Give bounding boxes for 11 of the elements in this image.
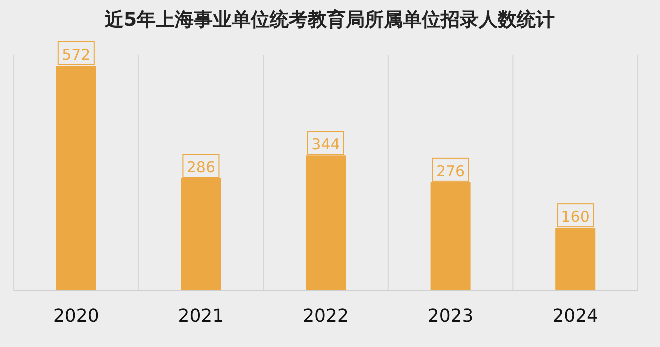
x-tick-label: 2021: [178, 306, 224, 327]
x-tick-label: 2024: [552, 306, 599, 327]
data-label: 344: [312, 136, 340, 154]
data-label: 276: [436, 162, 466, 180]
data-label: 572: [62, 46, 91, 64]
chart-title: 近5年上海事业单位统考教育局所属单位招录人数统计: [104, 9, 556, 31]
data-label: 160: [561, 208, 590, 226]
x-tick-label: 2022: [303, 306, 349, 327]
x-tick-label: 2023: [428, 306, 474, 327]
data-label: 286: [186, 158, 216, 176]
x-tick-label: 2020: [53, 306, 100, 327]
